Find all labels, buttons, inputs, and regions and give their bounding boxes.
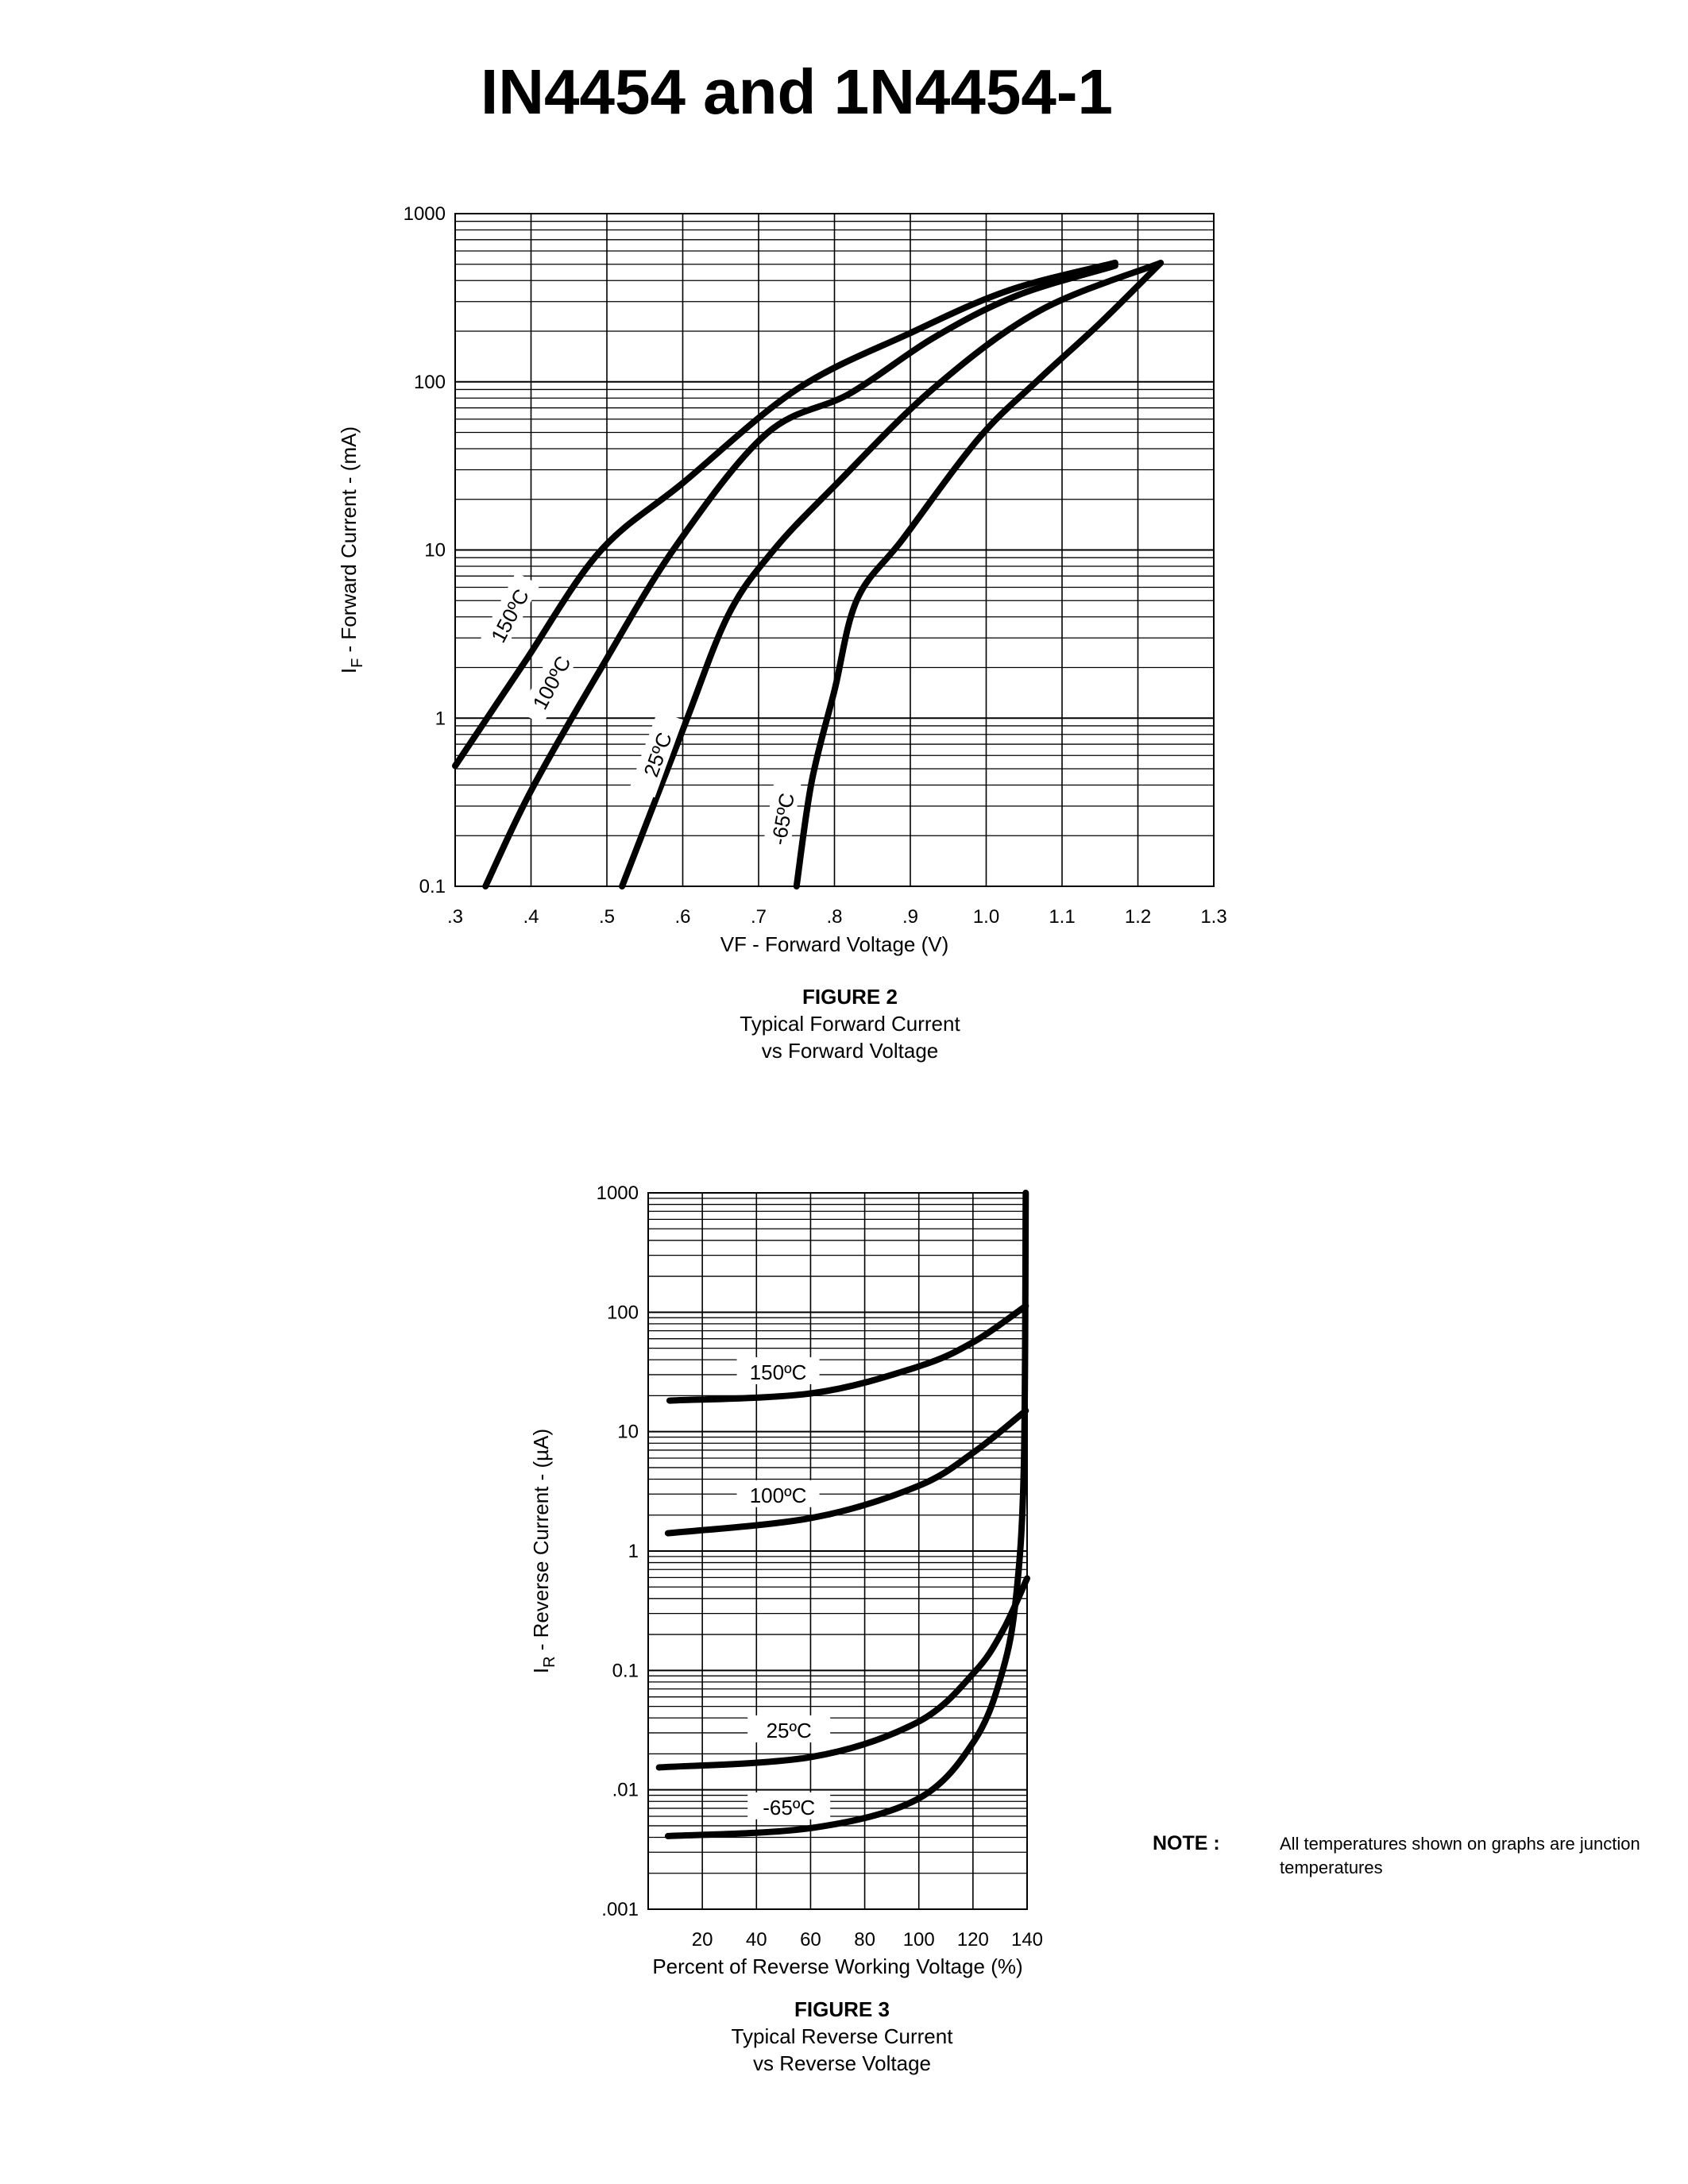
series-line-2-3 bbox=[793, 260, 1165, 889]
x-tick-label: 20 bbox=[692, 1929, 713, 1951]
x-tick-label: 60 bbox=[800, 1929, 821, 1951]
series-label-background bbox=[736, 1356, 820, 1384]
series-label-group: -65ºC bbox=[760, 775, 802, 862]
figure-3-caption-line1: Typical Reverse Current bbox=[731, 2024, 953, 2048]
figure-2-chart: .3 .4 .5 .6 .7 .8 .9 1.0 1.1 1.2 1.3 0.1 1 10 100 1000 V… bbox=[337, 203, 1227, 956]
series-label-background bbox=[477, 572, 540, 658]
y-axis-label-subscript: R bbox=[541, 1656, 558, 1667]
series-label: -65ºC bbox=[763, 1796, 815, 1819]
series-label-group: 150ºC bbox=[736, 1356, 820, 1384]
series-label-background bbox=[747, 1792, 831, 1819]
y-tick-label: 10 bbox=[424, 540, 446, 561]
series-label-group: 25ºC bbox=[747, 1715, 831, 1742]
series-label-background bbox=[747, 1715, 831, 1742]
series-line-2-0 bbox=[452, 259, 1118, 770]
figure-2-label: FIGURE 2 bbox=[802, 985, 898, 1009]
series-label-group: 100ºC bbox=[736, 1480, 820, 1507]
series-label: 150ºC bbox=[750, 1360, 807, 1384]
plot-frame bbox=[647, 1192, 1028, 1910]
series-line-3-1 bbox=[664, 1407, 1029, 1537]
series-line-2-2 bbox=[619, 260, 1165, 889]
y-axis-label-symbol: I bbox=[529, 1668, 553, 1673]
x-tick-label: .8 bbox=[826, 906, 842, 928]
note-label: NOTE : bbox=[1153, 1832, 1220, 1854]
series-label-background bbox=[629, 710, 683, 798]
y-axis-label: IF - Forward Current - (mA) bbox=[337, 426, 366, 673]
y-tick-label: 0.1 bbox=[419, 876, 446, 897]
x-tick-label: .6 bbox=[674, 906, 690, 928]
y-tick-label: 1 bbox=[628, 1541, 639, 1562]
figure-2-caption: FIGURE 2 Typical Forward Current vs Forw… bbox=[691, 983, 1009, 1064]
figure-3-chart: 20 40 60 80 100 120 140 .001 .01 0.1 1 10 100 1000 Per… bbox=[529, 1183, 1043, 1978]
series-label: 25ºC bbox=[767, 1719, 812, 1742]
figure-2-caption-line1: Typical Forward Current bbox=[740, 1012, 960, 1036]
x-axis-label: Percent of Reverse Working Voltage (%) bbox=[652, 1954, 1022, 1978]
x-axis-label: VF - Forward Voltage (V) bbox=[720, 932, 949, 956]
figure-3-label: FIGURE 3 bbox=[794, 1997, 890, 2021]
series-line-3-2 bbox=[655, 1575, 1030, 1771]
series-line-2-1 bbox=[482, 262, 1118, 889]
x-tick-label: 140 bbox=[1011, 1929, 1043, 1951]
series-line-3-0 bbox=[666, 1302, 1029, 1404]
y-axis-label-text: - Reverse Current - (µA) bbox=[529, 1429, 553, 1657]
plot-frame bbox=[454, 213, 1215, 887]
figure-2-caption-line2: vs Forward Voltage bbox=[761, 1039, 939, 1063]
x-tick-label: 1.2 bbox=[1125, 906, 1151, 928]
figure-3-caption-line2: vs Reverse Voltage bbox=[752, 2051, 931, 2075]
figure-3-caption: FIGURE 3 Typical Reverse Current vs Reve… bbox=[683, 1996, 1001, 2077]
y-axis-label-text: - Forward Current - (mA) bbox=[337, 426, 361, 658]
x-tick-label: .5 bbox=[599, 906, 615, 928]
y-tick-label: 0.1 bbox=[612, 1660, 639, 1681]
series-label-background bbox=[736, 1480, 820, 1507]
series-line-3-3 bbox=[664, 1190, 1029, 1839]
series-label-background bbox=[760, 775, 802, 862]
y-axis-label-subscript: F bbox=[349, 658, 366, 668]
x-tick-label: 80 bbox=[854, 1929, 875, 1951]
y-tick-label: .001 bbox=[601, 1899, 639, 1920]
x-tick-label: .7 bbox=[751, 906, 767, 928]
series-label: 100ºC bbox=[750, 1484, 807, 1507]
x-tick-label: 120 bbox=[957, 1929, 989, 1951]
x-tick-label: 1.3 bbox=[1200, 906, 1226, 928]
x-tick-label: 1.1 bbox=[1049, 906, 1075, 928]
x-tick-label: .4 bbox=[523, 906, 539, 928]
y-tick-label: 1 bbox=[435, 708, 446, 729]
x-tick-label: 1.0 bbox=[973, 906, 999, 928]
series-label-background bbox=[519, 639, 582, 725]
x-tick-label: .3 bbox=[447, 906, 463, 928]
y-axis-label: IR - Reverse Current - (µA) bbox=[529, 1429, 558, 1673]
x-tick-label: 100 bbox=[903, 1929, 935, 1951]
y-tick-label: 100 bbox=[607, 1302, 639, 1323]
y-tick-label: 1000 bbox=[597, 1183, 639, 1204]
y-tick-label: 100 bbox=[414, 372, 446, 393]
series-label-group: -65ºC bbox=[747, 1792, 831, 1819]
x-tick-label: .9 bbox=[902, 906, 918, 928]
y-tick-label: 1000 bbox=[404, 203, 446, 225]
x-tick-label: 40 bbox=[746, 1929, 767, 1951]
y-tick-label: .01 bbox=[612, 1780, 639, 1801]
y-axis-label-symbol: I bbox=[337, 668, 361, 673]
page-title: IN4454 and 1N4454-1 bbox=[480, 56, 1113, 127]
note-text: All temperatures shown on graphs are jun… bbox=[1280, 1834, 1640, 1877]
y-tick-label: 10 bbox=[617, 1422, 639, 1443]
